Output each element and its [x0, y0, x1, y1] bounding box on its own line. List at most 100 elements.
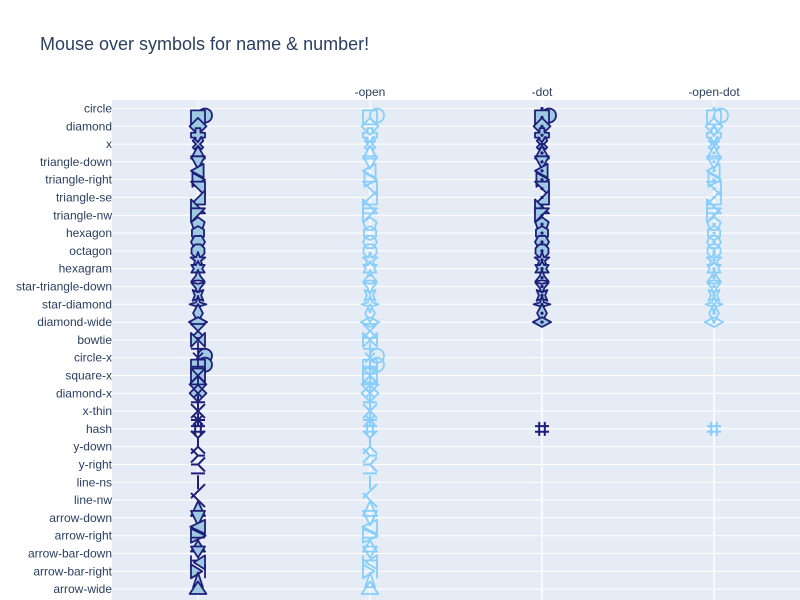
- marker-dot: [712, 276, 716, 280]
- marker-y-left-open[interactable]: [362, 447, 377, 464]
- marker-triangle-se[interactable]: [190, 189, 206, 206]
- y-tick-label: arrow-down: [49, 511, 112, 525]
- marker-star-triangle-down[interactable]: [190, 281, 206, 296]
- marker-star-triangle-down-open[interactable]: [362, 281, 378, 296]
- marker-cross-thin[interactable]: [191, 395, 205, 410]
- marker-star-square-open[interactable]: [363, 289, 377, 302]
- marker-dot: [540, 187, 544, 191]
- marker-pentagon-open-dot[interactable]: [706, 216, 722, 231]
- marker-triangle-up-open-dot[interactable]: [706, 145, 722, 160]
- marker-star-square-open-dot[interactable]: [707, 289, 721, 302]
- y-tick-label: diamond: [66, 119, 112, 133]
- marker-arrow-up-open[interactable]: [362, 500, 378, 517]
- marker-asterisk[interactable]: [191, 413, 205, 427]
- y-tick-label: line-nw: [74, 493, 112, 507]
- marker-dot: [540, 276, 544, 280]
- marker-hexagon2-open-dot[interactable]: [706, 235, 722, 249]
- marker-diamond-tall-open[interactable]: [364, 303, 376, 324]
- marker-dot: [540, 320, 544, 324]
- marker-triangle-down-open[interactable]: [362, 155, 378, 170]
- marker-triangle-right-open-dot[interactable]: [707, 171, 722, 188]
- marker-bowtie-open[interactable]: [362, 331, 378, 348]
- marker-dot: [540, 160, 544, 164]
- marker-star-triangle-down-open-dot[interactable]: [706, 281, 722, 296]
- marker-star-triangle-up-open[interactable]: [362, 269, 378, 283]
- marker-triangle-nw-open[interactable]: [362, 207, 378, 224]
- y-tick-label: circle: [84, 102, 112, 116]
- marker-dot: [540, 106, 544, 111]
- marker-triangle-ne-open[interactable]: [362, 180, 378, 197]
- marker-dot: [712, 204, 716, 208]
- y-tick-label: triangle-nw: [53, 208, 112, 222]
- y-tick-label: hash: [86, 422, 112, 436]
- marker-pentagon-open[interactable]: [362, 216, 378, 231]
- marker-triangle-se-open[interactable]: [362, 189, 378, 206]
- marker-dot: [712, 284, 716, 289]
- marker-dot: [712, 124, 716, 128]
- marker-cross-open[interactable]: [362, 127, 378, 144]
- marker-arrow-left-open[interactable]: [361, 518, 378, 535]
- y-tick-label: triangle-se: [56, 191, 112, 205]
- marker-y-down[interactable]: [190, 439, 206, 455]
- marker-y-left[interactable]: [190, 447, 205, 464]
- marker-dot: [540, 231, 544, 235]
- marker-line-nw-open[interactable]: [362, 492, 378, 508]
- marker-dot: [712, 231, 716, 235]
- marker-asterisk-open[interactable]: [363, 413, 377, 427]
- y-tick-label: hexagon: [66, 226, 112, 240]
- marker-arrow-right-open[interactable]: [362, 527, 379, 544]
- marker-dot: [712, 187, 716, 191]
- marker-diamond-wide-open-dot[interactable]: [704, 316, 724, 328]
- marker-diamond-open[interactable]: [360, 117, 380, 136]
- marker-triangle-sw-open[interactable]: [362, 198, 378, 215]
- marker-star-triangle-down-dot[interactable]: [534, 281, 550, 296]
- marker-y-down-open[interactable]: [362, 439, 378, 455]
- marker-hexagon-open[interactable]: [363, 225, 377, 242]
- marker-line-nw[interactable]: [190, 492, 206, 508]
- marker-arrow-right[interactable]: [190, 527, 207, 544]
- marker-cross-thin-open[interactable]: [363, 395, 377, 410]
- marker-triangle-left-open-dot[interactable]: [706, 162, 721, 179]
- marker-octagon-open[interactable]: [362, 243, 378, 259]
- marker-hash-dot[interactable]: [535, 421, 549, 436]
- y-tick-label: y-right: [79, 458, 113, 472]
- marker-triangle-left-open[interactable]: [362, 162, 377, 179]
- marker-hash-open-dot[interactable]: [707, 421, 721, 436]
- plot-area: [112, 100, 800, 600]
- marker-y-right[interactable]: [191, 456, 206, 473]
- marker-octagon-open-dot[interactable]: [706, 243, 722, 259]
- marker-triangle-down[interactable]: [190, 155, 206, 170]
- marker-triangle-ne[interactable]: [190, 180, 206, 197]
- marker-triangle-up-open[interactable]: [362, 145, 378, 160]
- marker-arrow-down[interactable]: [190, 510, 206, 527]
- marker-hexagon2-open[interactable]: [362, 235, 378, 249]
- marker-arrow-wide-open[interactable]: [360, 580, 380, 595]
- marker-dot: [540, 213, 544, 217]
- marker-arrow-wide[interactable]: [188, 580, 208, 595]
- marker-star-triangle-up[interactable]: [190, 269, 206, 283]
- marker-dot: [540, 204, 544, 208]
- marker-bowtie[interactable]: [190, 331, 206, 348]
- marker-hash-open[interactable]: [363, 421, 377, 436]
- marker-triangle-right-open[interactable]: [363, 171, 378, 188]
- marker-diamond-x[interactable]: [188, 383, 208, 403]
- marker-triangle-down-open-dot[interactable]: [706, 155, 722, 170]
- y-tick-label: x-thin: [83, 404, 112, 418]
- marker-star-triangle-up-open-dot[interactable]: [706, 269, 722, 283]
- x-axis-ticks: -open -dot -open-dot: [355, 85, 741, 99]
- marker-star-triangle-up-dot[interactable]: [534, 269, 550, 283]
- marker-y-right-open[interactable]: [363, 456, 378, 473]
- marker-diamond-wide-open[interactable]: [360, 316, 380, 328]
- marker-arrow-left[interactable]: [189, 518, 206, 535]
- marker-triangle-left[interactable]: [190, 162, 205, 179]
- marker-dot: [712, 178, 716, 182]
- marker-hash[interactable]: [191, 421, 205, 436]
- marker-hexagram-open[interactable]: [362, 260, 378, 278]
- marker-star-diamond-open[interactable]: [360, 294, 380, 314]
- marker-cross-open-dot[interactable]: [706, 127, 722, 144]
- marker-arrow-open[interactable]: [364, 571, 376, 589]
- marker-arrow-down-open[interactable]: [362, 510, 378, 527]
- marker-hexagon-open-dot[interactable]: [707, 225, 721, 242]
- marker-dot: [540, 178, 544, 182]
